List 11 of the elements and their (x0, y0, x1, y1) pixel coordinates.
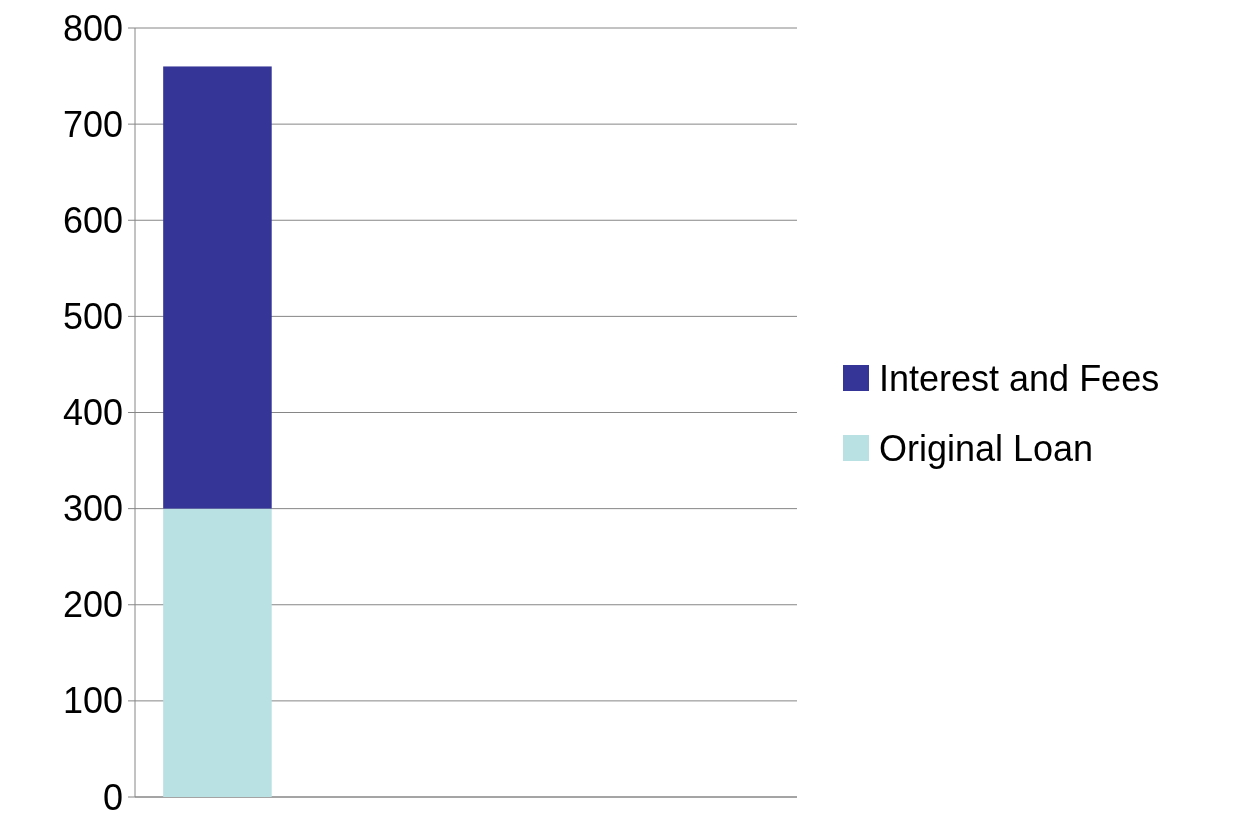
y-tick-label: 700 (62, 103, 123, 145)
y-tick-label: 500 (62, 295, 123, 337)
y-tick-label: 600 (62, 199, 123, 241)
legend-label: Original Loan (879, 427, 1094, 469)
y-tick-label: 300 (62, 488, 123, 530)
y-tick-label: 0 (102, 776, 123, 816)
y-tick-label: 200 (62, 584, 123, 626)
y-tick-label: 400 (62, 392, 123, 434)
y-tick-label: 800 (62, 7, 123, 49)
y-tick-label: 100 (62, 680, 123, 722)
legend-label: Interest and Fees (879, 357, 1160, 399)
